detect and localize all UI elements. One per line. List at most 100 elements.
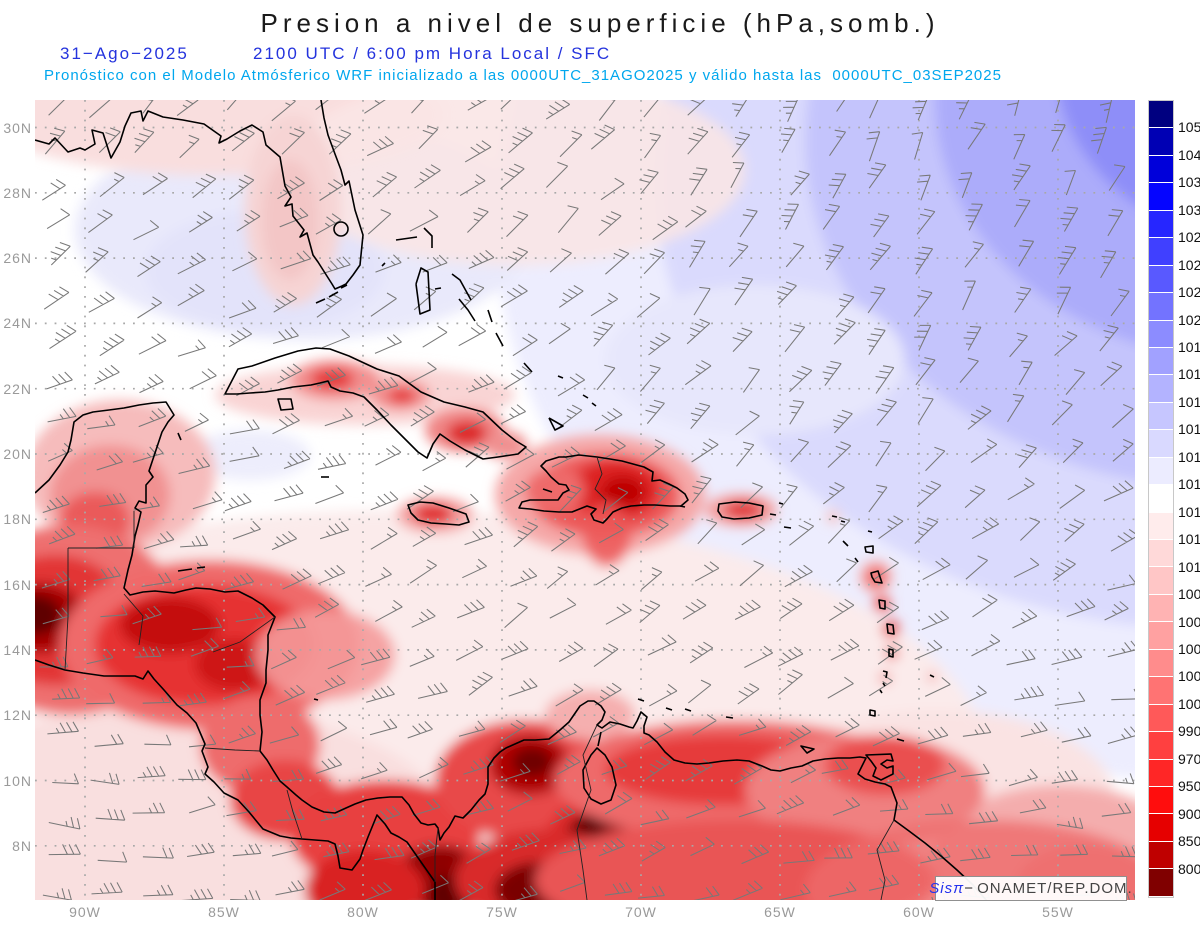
colorbar-cell [1149,841,1173,870]
colorbar-tick-label: 1040 [1178,146,1200,163]
coastline-path [35,659,436,900]
forecast-date: 31−Ago−2025 [60,44,189,63]
colorbar-tick-label: 1019 [1178,339,1200,356]
colorbar-tick-label: 1050 [1178,119,1200,136]
country-border-path [123,593,144,646]
colorbar-cell [1149,732,1173,760]
country-border-path [212,616,276,653]
colorbar-cell [1149,402,1173,431]
country-border-path [64,511,135,671]
colorbar-cell [1149,457,1173,486]
colorbar-cell [1149,540,1173,568]
country-border-path [594,456,607,515]
colorbar-tick-label: 1006 [1178,613,1200,630]
lon-tick-label: 55W [1042,904,1074,920]
coastline-path [769,502,792,529]
coastline-path [407,501,470,526]
lat-tick-label: 30N [3,119,32,136]
colorbar-cell [1149,293,1173,321]
lat-tick-label: 24N [3,315,32,332]
colorbar-tick-label: 1016 [1178,421,1200,438]
coastline-path [277,398,294,411]
colorbar-tick-label: 1018 [1178,366,1200,383]
colorbar-cell [1149,594,1173,623]
colorbar-tick-label: 1030 [1178,201,1200,218]
lat-tick-label: 20N [3,446,32,462]
colorbar-cell [1149,622,1173,650]
lat-tick-label: 22N [3,380,32,397]
colorbar-cell [1149,869,1173,897]
colorbar-tick-label: 1013 [1178,503,1200,520]
coastline-path [717,501,764,520]
watermark-separator: − [964,880,978,897]
colorbar-tick-label: 1028 [1178,229,1200,246]
colorbar-tick-label: 850 [1178,833,1200,850]
lon-tick-label: 75W [486,904,518,920]
colorbar-tick-label: 1004 [1178,640,1200,657]
page-title: Presion a nivel de superficie (hPa,somb.… [260,8,940,38]
coastline-path [333,221,349,237]
colorbar-cell [1149,649,1173,678]
forecast-time: 2100 UTC / 6:00 pm Hora Local / SFC [253,44,612,63]
colorbar-tick-label: 1012 [1178,531,1200,548]
colorbar-tick-label: 990 [1178,723,1200,740]
map-canvas [35,100,1135,900]
colorbar-cell [1149,238,1173,266]
colorbar-cell [1149,567,1173,595]
colorbar-cell [1149,155,1173,184]
country-border-path [876,819,895,900]
coastline-path [831,515,935,781]
lat-tick-label: 8N [12,837,32,854]
watermark-brand: Sisπ [929,880,965,897]
country-border-path [434,827,439,882]
colorbar-tick-label: 950 [1178,778,1200,795]
colorbar-cell [1149,485,1173,513]
coastline-path [381,227,597,431]
colorbar [1148,100,1174,898]
pressure-shading-high-layer [75,100,1135,778]
colorbar-tick-label: 1014 [1178,476,1200,493]
lon-tick-label: 90W [69,904,101,920]
colorbar-cell [1149,210,1173,239]
watermark: Sisπ − ONAMET/REP.DOM. [929,876,1132,901]
colorbar-cell [1149,786,1173,815]
colorbar-cell [1149,128,1173,156]
colorbar-tick-label: 1035 [1178,174,1200,191]
lon-tick-label: 85W [208,904,240,920]
colorbar-cell [1149,320,1173,348]
coastline-path [35,100,364,290]
lon-tick-label: 65W [764,904,796,920]
colorbar-tick-label: 970 [1178,750,1200,767]
colorbar-tick-label: 1002 [1178,668,1200,685]
colorbar-tick-label: 1015 [1178,448,1200,465]
coastline-path [637,698,815,754]
lon-tick-label: 70W [625,904,657,920]
country-border-path [204,747,261,752]
colorbar-cell [1149,101,1173,129]
colorbar-tick-label: 1010 [1178,558,1200,575]
lat-tick-label: 26N [3,250,32,267]
colorbar-cell [1149,375,1173,403]
colorbar-tick-label: 800 [1178,860,1200,877]
country-border-path [576,724,598,900]
coastline-path [35,401,988,900]
lat-tick-label: 16N [3,576,32,593]
colorbar-tick-label: 1020 [1178,311,1200,328]
colorbar-cell [1149,183,1173,211]
colorbar-cell [1149,814,1173,842]
colorbar-tick-label: 1022 [1178,284,1200,301]
country-border-path [286,789,303,840]
colorbar-cell [1149,430,1173,458]
coastline-path [177,432,319,701]
colorbar-cell [1149,704,1173,733]
coastline-path [518,454,689,524]
colorbar-cell [1149,677,1173,705]
lon-tick-label: 80W [347,904,379,920]
lat-tick-label: 28N [3,184,32,201]
lat-tick-label: 18N [3,511,32,528]
colorbar-tick-label: 900 [1178,805,1200,822]
colorbar-cell [1149,347,1173,376]
colorbar-tick-label: 1025 [1178,256,1200,273]
colorbar-cell [1149,759,1173,787]
